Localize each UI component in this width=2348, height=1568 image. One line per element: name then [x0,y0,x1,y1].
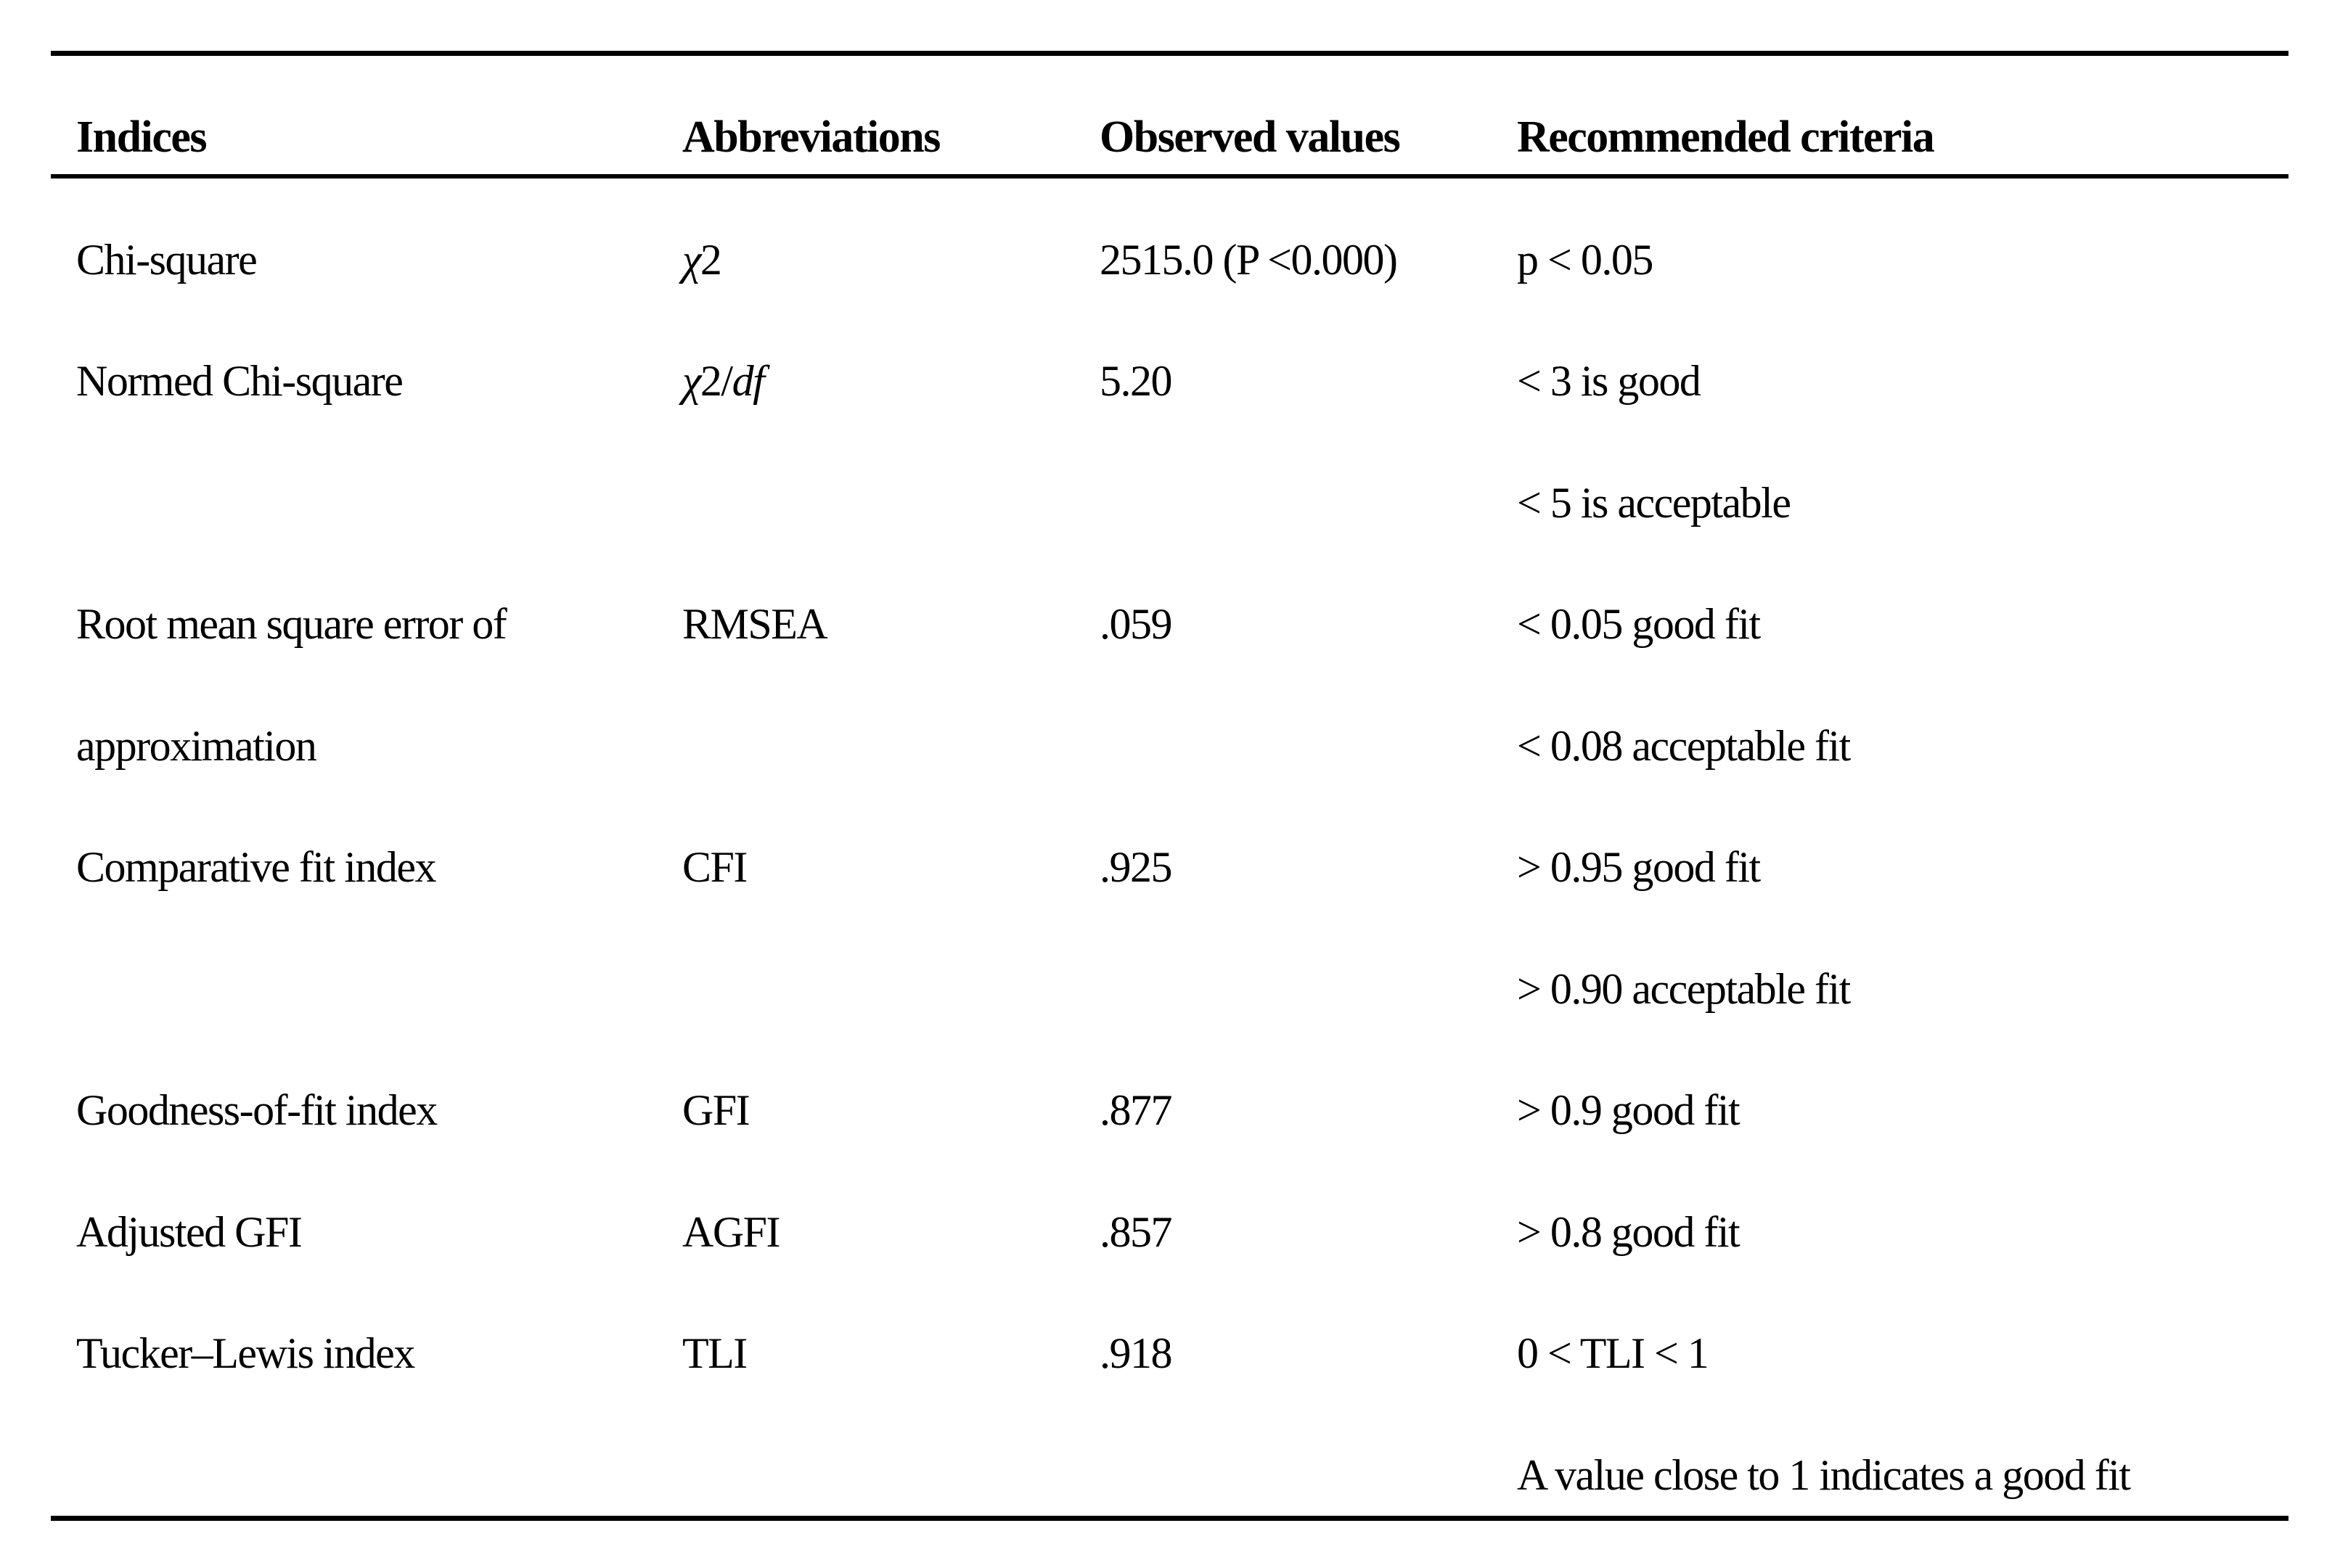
header-recommended-criteria: Recommended criteria [1517,112,1935,162]
observed-value-cell: .925 [1100,843,1173,891]
observed-value-cell [1100,1394,1517,1516]
abbr-italic: df [732,357,765,405]
abbr-text: RMSEA [682,600,828,648]
table-row: < 5 is acceptable [51,422,2288,543]
index-cell: Goodness-of-fit index [76,1086,438,1134]
criteria-cell: > 0.90 acceptable fit [1517,964,1851,1013]
criteria-cell: < 5 is acceptable [1517,478,1791,527]
index-cell: Comparative fit index [76,843,437,891]
abbreviation-cell: GFI [682,1030,1100,1152]
observed-value-cell [1100,908,1517,1030]
criteria-cell: > 0.95 good fit [1517,843,1761,891]
abbreviation-cell: RMSEA [682,543,1100,665]
index-cell [51,908,682,1030]
abbr-text: CFI [682,843,748,891]
fit-indices-table: Indices Abbreviations Observed values Re… [51,51,2288,1521]
abbr-text: 2/ [700,357,733,405]
table-header-row: Indices Abbreviations Observed values Re… [51,56,2288,178]
abbr-text: 2 [700,235,722,284]
observed-value-cell: .857 [1100,1207,1173,1256]
index-cell: Adjusted GFI [76,1207,303,1256]
table-row: Goodness-of-fit index GFI .877 > 0.9 goo… [51,1030,2288,1152]
header-abbreviations: Abbreviations [682,112,941,162]
table-row: Comparative fit index CFI .925 > 0.95 go… [51,787,2288,908]
criteria-cell: > 0.9 good fit [1517,1086,1740,1134]
abbr-text: TLI [682,1329,748,1377]
index-cell: Root mean square error of [76,600,507,648]
criteria-cell: < 0.05 good fit [1517,600,1761,648]
abbreviation-cell [682,665,1100,787]
observed-value-cell: .877 [1100,1086,1173,1134]
abbreviation-cell: CFI [682,787,1100,908]
abbr-text: AGFI [682,1207,781,1256]
table-row: approximation < 0.08 acceptable fit [51,665,2288,787]
table-row: Root mean square error of RMSEA .059 < 0… [51,543,2288,665]
abbreviation-cell: TLI [682,1273,1100,1395]
index-cell [51,1394,682,1516]
index-cell: Normed Chi-square [76,357,404,405]
table-row: > 0.90 acceptable fit [51,908,2288,1030]
criteria-cell: < 3 is good [1517,357,1701,405]
abbreviation-cell: AGFI [682,1151,1100,1273]
index-cell: approximation [76,721,317,770]
header-indices: Indices [76,112,207,162]
index-cell: Chi-square [76,235,258,284]
index-cell: Tucker–Lewis index [76,1329,415,1377]
criteria-cell: 0 < TLI < 1 [1517,1329,1709,1377]
table-row: Adjusted GFI AGFI .857 > 0.8 good fit [51,1151,2288,1273]
observed-value-cell: .059 [1100,600,1173,648]
observed-value-cell: 5.20 [1100,357,1173,405]
table-row: Tucker–Lewis index TLI .918 0 < TLI < 1 [51,1273,2288,1395]
abbreviation-cell [682,1394,1100,1516]
abbr-text: GFI [682,1086,750,1134]
abbreviation-cell [682,422,1100,543]
observed-value-cell: 2515.0 (P <0.000) [1100,235,1398,284]
abbreviation-cell [682,908,1100,1030]
criteria-cell: < 0.08 acceptable fit [1517,721,1851,770]
table-row: Normed Chi-square χ 2/df 5.20 < 3 is good [51,300,2288,422]
header-observed-values: Observed values [1100,112,1401,162]
abbr-italic: χ [682,235,701,284]
observed-value-cell [1100,422,1517,543]
table-row: A value close to 1 indicates a good fit [51,1394,2288,1516]
abbr-italic: χ [682,357,701,405]
abbreviation-cell: χ 2/df [682,300,1100,422]
criteria-cell: > 0.8 good fit [1517,1207,1740,1256]
index-cell [51,422,682,543]
criteria-cell: A value close to 1 indicates a good fit [1517,1450,2131,1499]
criteria-cell: p < 0.05 [1517,235,1653,284]
observed-value-cell [1100,665,1517,787]
observed-value-cell: .918 [1100,1329,1173,1377]
